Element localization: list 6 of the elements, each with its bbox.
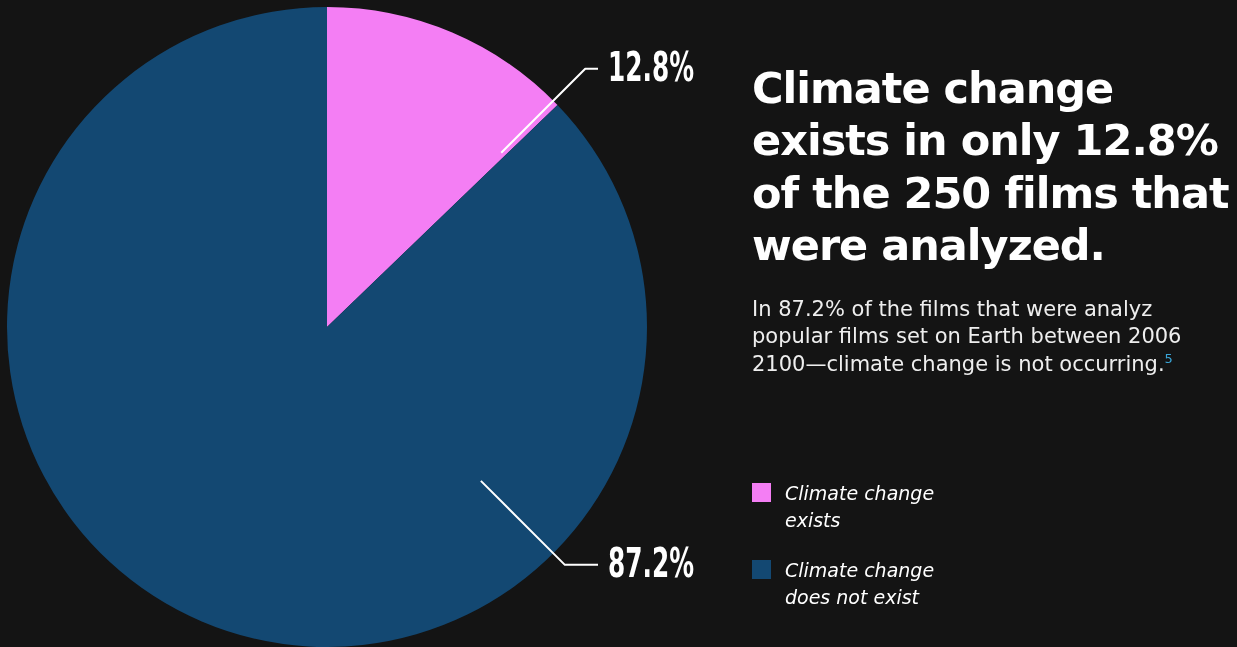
text: In 87.2% of the films that were analyz popular films set on Earth between 2006 2100—climate change is not occurring.$^{5}$ [752,296,1183,378]
legend-label: Climate change does not exist [785,558,936,610]
data-label: 12.8% [608,43,694,91]
data-label: 87.2% [608,539,694,587]
text: Climate change exists in only 12.8% of the 250 films that were analyzed. [752,62,1230,272]
legend-label: Climate change exists [785,481,936,533]
